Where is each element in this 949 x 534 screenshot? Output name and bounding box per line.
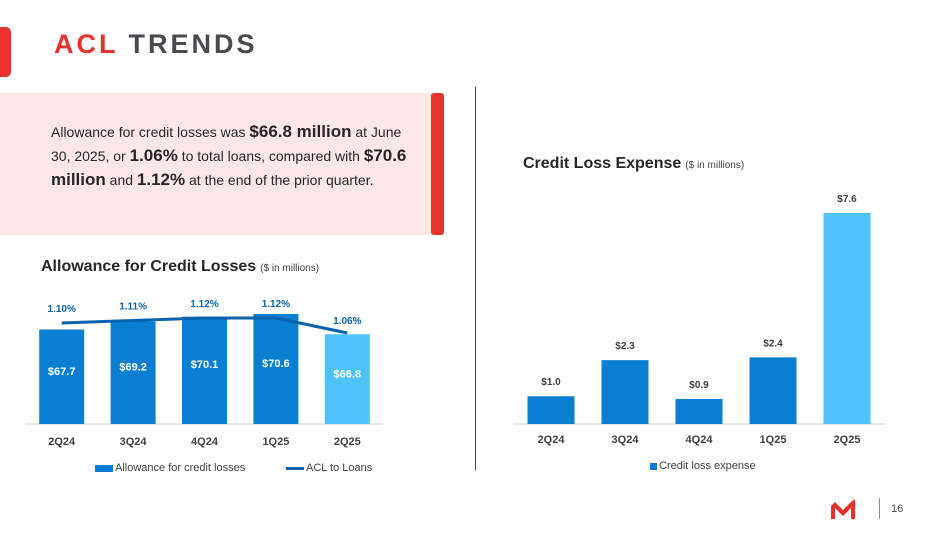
acl-bar-4q24 <box>182 316 227 424</box>
cle-x-tick-label: 2Q25 <box>834 434 861 446</box>
callout-accent-bar <box>431 93 444 235</box>
cle-bar-label: $2.4 <box>763 338 783 349</box>
cle-bar-label: $7.6 <box>837 194 857 205</box>
cle-x-tick-label: 2Q24 <box>538 434 566 446</box>
callout-box <box>0 93 438 235</box>
legend-bar-swatch <box>95 464 113 472</box>
acl-ratio-line <box>61 316 348 335</box>
acl-bar-label: $70.6 <box>262 358 290 370</box>
acl-ratio-label: 1.11% <box>119 302 147 313</box>
acl-bar-label: $66.8 <box>334 368 362 380</box>
callout-acl-amount: $66.8 million <box>249 122 352 141</box>
cle-legend-label: Credit loss expense <box>659 460 756 472</box>
acl-legend-line: ACL to Loans <box>286 462 372 474</box>
acl-bar-label: $70.1 <box>191 359 219 371</box>
company-logo-icon <box>831 499 855 519</box>
acl-chart-title: Allowance for Credit Losses ($ in million… <box>41 258 319 276</box>
callout-acl-ratio: 1.06% <box>129 146 178 165</box>
acl-bar-2q24 <box>39 329 85 424</box>
slide-title: ACL TRENDS <box>54 29 258 60</box>
callout-prior-ratio: 1.12% <box>136 170 186 189</box>
callout-text-1: Allowance for credit losses was <box>51 124 250 140</box>
cle-bar-2q25 <box>823 213 871 424</box>
cle-bar-label: $2.3 <box>615 341 635 352</box>
callout-text-3: to total loans, compared with <box>177 148 364 164</box>
acl-x-tick-label: 4Q24 <box>191 436 219 448</box>
section-divider <box>475 87 476 470</box>
left-accent-tab <box>0 27 11 77</box>
legend-line-swatch <box>286 466 304 470</box>
callout-prior-amount: $70.6 million <box>51 146 407 189</box>
cle-legend-swatch <box>650 462 657 470</box>
cle-bar-1q25 <box>749 357 797 424</box>
title-accent: ACL <box>54 29 119 59</box>
acl-bar-label: $69.2 <box>119 362 147 374</box>
cle-bar-3q24 <box>601 360 649 424</box>
cle-bar-label: $0.9 <box>689 380 709 391</box>
acl-chart-subtitle: ($ in millions) <box>260 263 320 274</box>
acl-bar-3q24 <box>110 321 156 424</box>
acl-x-tick-label: 3Q24 <box>120 436 148 448</box>
acl-ratio-label: 1.12% <box>190 299 218 310</box>
acl-legend-bar: Allowance for credit losses <box>95 462 245 474</box>
cle-x-tick-label: 1Q25 <box>760 434 787 446</box>
legend-bar-label: Allowance for credit losses <box>115 462 246 474</box>
cle-x-tick-label: 3Q24 <box>612 434 640 446</box>
acl-bar-2q25 <box>324 334 370 424</box>
acl-x-tick-label: 2Q25 <box>334 436 361 448</box>
acl-bar-label: $67.7 <box>48 366 76 378</box>
cle-bar-2q24 <box>527 396 575 424</box>
acl-ratio-label: 1.12% <box>262 299 290 310</box>
page-number: 16 <box>891 503 904 515</box>
cle-chart-title: Credit Loss Expense ($ in millions) <box>523 155 744 173</box>
cle-chart-subtitle: ($ in millions) <box>685 160 745 171</box>
callout-text-5: at the end of the prior quarter. <box>185 172 374 188</box>
cle-x-tick-label: 4Q24 <box>686 434 714 446</box>
cle-chart-title-text: Credit Loss Expense <box>523 155 682 172</box>
acl-chart-title-text: Allowance for Credit Losses <box>41 258 257 275</box>
legend-line-label: ACL to Loans <box>306 462 373 474</box>
callout-text: Allowance for credit losses was $66.8 mi… <box>51 120 411 192</box>
acl-bar-1q25 <box>253 314 299 424</box>
title-rest: TRENDS <box>128 29 258 59</box>
acl-x-tick-label: 1Q25 <box>262 436 289 448</box>
acl-ratio-label: 1.10% <box>48 304 76 315</box>
cle-bar-4q24 <box>675 399 723 424</box>
acl-ratio-label: 1.06% <box>333 316 361 327</box>
callout-text-2: at June 30, 2025, or <box>51 124 402 164</box>
callout-text-4: and <box>105 172 137 188</box>
footer-separator <box>879 498 880 519</box>
cle-bar-label: $1.0 <box>541 377 561 388</box>
acl-x-tick-label: 2Q24 <box>48 436 76 448</box>
cle-legend: Credit loss expense <box>650 460 756 472</box>
